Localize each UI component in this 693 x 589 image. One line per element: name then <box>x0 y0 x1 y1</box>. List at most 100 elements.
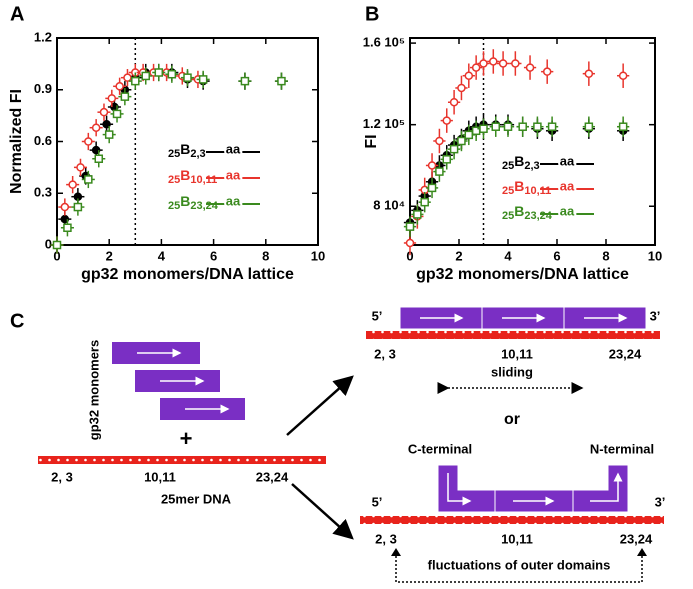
n-terminal-label: N-terminal <box>590 441 654 456</box>
legend-label: 25B23,24 <box>168 193 219 212</box>
monomer-arrows <box>137 348 230 414</box>
or-label: or <box>504 411 520 428</box>
diagram: gp32 monomers + 2, 3 10,11 23,24 25mer D… <box>38 306 665 583</box>
point <box>120 92 130 101</box>
point <box>491 122 500 131</box>
legend-marker-text: aa <box>226 193 241 208</box>
monomer-boxes <box>437 464 629 513</box>
y-tick-label: 0 <box>45 236 52 251</box>
legend-label-part: 25 <box>168 200 180 212</box>
point <box>154 68 164 77</box>
point <box>198 75 208 84</box>
panel-label: A <box>10 3 24 25</box>
point <box>435 167 444 176</box>
dna <box>38 456 326 464</box>
x-tick-label: 8 <box>602 248 609 263</box>
point <box>52 240 62 250</box>
point <box>99 107 109 117</box>
point <box>167 69 177 79</box>
point <box>131 76 140 86</box>
point <box>503 122 513 131</box>
monomers-label: gp32 monomers <box>86 340 101 440</box>
point <box>457 136 466 146</box>
legend-marker-text: aa <box>560 153 575 168</box>
sliding-label: sliding <box>491 364 533 379</box>
series <box>50 63 288 254</box>
legend-label-part: B <box>180 141 190 157</box>
site-label: 10,11 <box>501 531 533 546</box>
monomer-arrows <box>447 472 623 506</box>
point <box>584 122 594 131</box>
x-axis-label: gp32 monomers/DNA lattice <box>81 266 294 283</box>
plus: + <box>180 426 193 451</box>
point <box>498 59 508 68</box>
x-tick-label: 4 <box>158 248 166 263</box>
legend-label-part: 2,3 <box>524 160 539 172</box>
site-label: 2, 3 <box>375 531 397 546</box>
point <box>542 67 552 76</box>
point <box>489 57 498 66</box>
point <box>618 122 628 131</box>
point <box>94 154 104 163</box>
point <box>435 136 444 146</box>
point <box>277 76 286 86</box>
site-label: 10,11 <box>144 469 176 484</box>
y-axis-label: FI <box>363 134 380 148</box>
dna <box>360 516 664 524</box>
legend-label: 25B2,3 <box>502 153 540 172</box>
legend-label-part: B <box>514 203 524 219</box>
point <box>405 238 415 248</box>
point <box>442 155 451 164</box>
y-tick-label: 0.9 <box>34 81 52 96</box>
x-tick-label: 6 <box>210 248 217 263</box>
legend-label: 25B2,3 <box>168 141 206 160</box>
x-tick-label: 10 <box>311 248 325 263</box>
point <box>547 122 557 131</box>
site-label: 23,24 <box>620 531 653 546</box>
x-axis-label: gp32 monomers/DNA lattice <box>416 266 629 283</box>
panel-label: C <box>10 310 24 332</box>
point <box>240 76 250 86</box>
x-tick-label: 6 <box>553 248 560 263</box>
x-tick-label: 0 <box>53 248 60 263</box>
legend-marker-text: aa <box>560 203 575 218</box>
y-tick-label: 1.2 10⁵ <box>363 116 405 131</box>
x-tick-label: 8 <box>262 248 269 263</box>
point <box>518 122 527 131</box>
point <box>427 183 437 193</box>
dna <box>366 331 660 339</box>
legend-label-part: 25 <box>168 148 180 160</box>
fluctuations-label: fluctuations of outer domains <box>428 557 611 572</box>
site-label: 10,11 <box>501 346 533 361</box>
x-tick-label: 2 <box>455 248 462 263</box>
point <box>73 202 83 212</box>
monomer-boxes <box>112 342 245 420</box>
point <box>141 71 150 81</box>
series <box>403 116 630 237</box>
point <box>449 97 459 107</box>
legend-label-part: 25 <box>502 160 514 172</box>
legend-label-part: 10,11 <box>524 185 551 197</box>
x-tick-label: 4 <box>504 248 512 263</box>
y-axis-label: Normalized FI <box>8 89 25 194</box>
point <box>464 130 474 140</box>
point <box>618 71 628 80</box>
legend-label-part: 23,24 <box>524 210 552 222</box>
y-tick-label: 1.6 10⁵ <box>363 35 405 50</box>
choice-arrows <box>286 375 354 540</box>
point <box>68 180 77 189</box>
x-tick-label: 2 <box>106 248 113 263</box>
legend-label-part: 25 <box>502 210 514 222</box>
point <box>405 222 415 231</box>
legend-label-part: B <box>514 178 524 194</box>
point <box>511 59 520 68</box>
legend-label: 25B23,24 <box>502 203 553 222</box>
legend-label: 25B10,11 <box>502 178 551 197</box>
legend-marker-text: aa <box>560 178 575 193</box>
legend-label-part: B <box>514 153 524 169</box>
point <box>457 83 466 93</box>
legend-marker-text: aa <box>226 141 241 156</box>
point <box>91 123 101 132</box>
point <box>60 202 70 212</box>
legend-marker-text: aa <box>226 167 241 182</box>
